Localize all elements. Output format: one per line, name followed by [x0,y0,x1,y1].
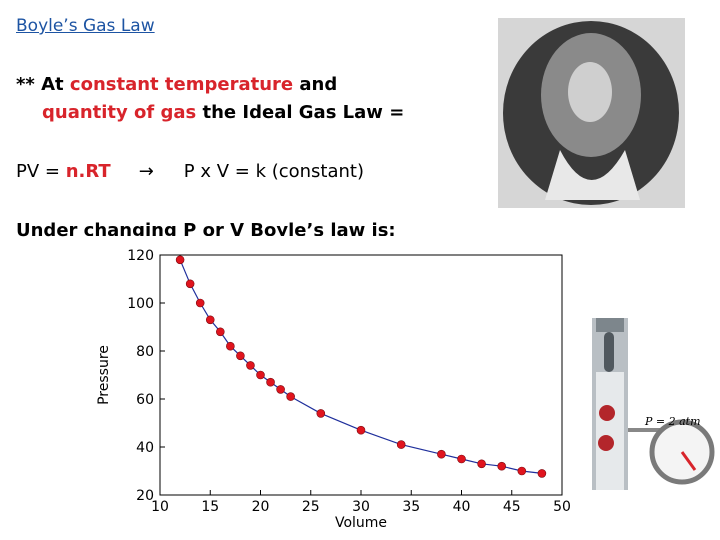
piston: P = 2 atm [592,318,715,490]
data-point [356,425,366,435]
data-point [175,255,185,265]
data-point [276,385,285,394]
data-point [236,351,245,361]
text-line: Under changing P or V Boyle’s law is: [16,220,396,241]
chart-background [80,236,590,536]
text: P x V = k (constant) [183,161,365,182]
x-tick-label: 30 [352,499,370,515]
data-point [195,298,205,308]
x-tick-label: 40 [453,499,471,515]
y-tick-label: 100 [127,296,154,312]
title: Boyle’s Gas Law [16,16,155,36]
x-tick-label: 10 [151,499,169,515]
highlight: n.RT [65,161,111,182]
data-point [457,454,466,464]
text: ** At [16,74,70,95]
text: PV = [16,161,66,182]
x-tick-label: 25 [302,499,320,515]
y-tick-label: 40 [136,440,154,456]
text-line: ** At constant temperature and [16,74,337,95]
data-point [205,315,215,325]
data-point [437,449,446,459]
y-tick-label: 80 [136,344,154,360]
x-tick-label: 45 [503,499,521,515]
piston-label: P = 2 atm [644,415,701,428]
arrow: → [138,161,154,182]
data-point [477,459,486,469]
x-axis-label: Volume [335,515,387,531]
text: and [293,74,338,95]
data-point [316,409,326,418]
data-point [266,377,275,387]
data-point [256,370,265,380]
y-tick-label: 120 [127,248,154,264]
text-line: PV = n.RT → P x V = k (constant) [16,161,364,182]
data-point [216,327,225,337]
x-tick-label: 20 [252,499,270,515]
y-tick-label: 20 [136,488,154,504]
data-point [537,469,547,478]
text-line: quantity of gas the Ideal Gas Law = [42,102,404,123]
portrait [498,18,685,208]
highlight: constant temperature [69,74,294,95]
highlight: quantity of gas [42,102,197,123]
data-point [517,466,527,476]
data-point [286,392,295,401]
data-point [497,461,507,471]
x-tick-label: 35 [402,499,420,515]
data-point [246,361,255,370]
x-tick-label: 15 [201,499,219,515]
x-tick-label: 50 [553,499,571,515]
y-axis-label: Pressure [96,345,112,405]
data-point [185,279,195,289]
text: the Ideal Gas Law = [196,102,405,123]
data-point [396,440,406,449]
y-tick-label: 60 [136,392,154,408]
chart: 10 15 20 25 30 35 40 45 50 20 40 60 80 100 120 Volume Pr… [80,236,590,536]
data-point [226,341,235,351]
